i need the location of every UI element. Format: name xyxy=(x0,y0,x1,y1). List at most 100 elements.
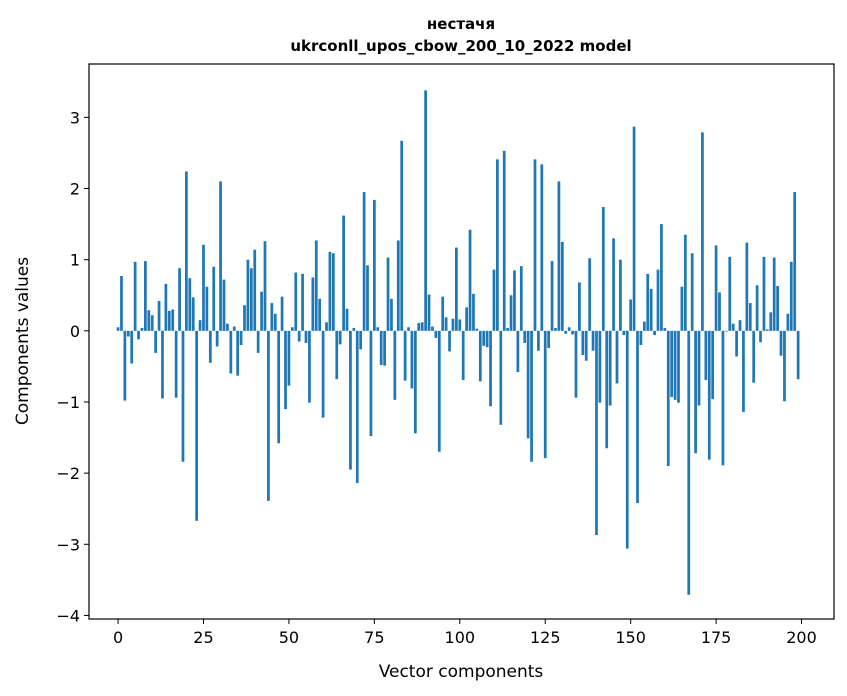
bar-107 xyxy=(482,330,486,346)
bar-149 xyxy=(625,330,629,549)
x-axis-ticks: 0 25 50 75 100 125 150 175 200 xyxy=(113,619,817,647)
y-tick-label: −2 xyxy=(56,464,80,483)
bar-157 xyxy=(653,330,656,336)
bar-14 xyxy=(164,283,168,331)
bar-120 xyxy=(526,330,530,439)
bar-102 xyxy=(465,307,468,331)
bar-32 xyxy=(226,323,229,331)
bar-156 xyxy=(649,288,653,331)
bar-42 xyxy=(260,291,263,331)
bar-93 xyxy=(434,330,438,338)
bar-39 xyxy=(249,268,253,331)
bar-143 xyxy=(605,330,609,449)
bar-190 xyxy=(765,329,769,331)
bar-193 xyxy=(776,286,779,331)
bar-115 xyxy=(509,295,513,331)
bar-126 xyxy=(547,330,551,348)
bar-171 xyxy=(701,132,704,331)
bar-158 xyxy=(656,269,660,331)
y-tick-label: 3 xyxy=(70,108,80,127)
bar-173 xyxy=(707,330,711,460)
bar-38 xyxy=(246,259,250,331)
bar-199 xyxy=(796,330,800,380)
bar-166 xyxy=(683,234,687,331)
bar-86 xyxy=(410,330,414,389)
bar-27 xyxy=(208,330,212,363)
x-tick-label: 50 xyxy=(279,628,299,647)
x-tick-label: 175 xyxy=(701,628,732,647)
bar-183 xyxy=(742,330,745,412)
bar-131 xyxy=(564,330,568,334)
bar-75 xyxy=(372,199,376,331)
bar-84 xyxy=(403,330,407,381)
bar-11 xyxy=(154,330,157,353)
bar-159 xyxy=(660,224,663,331)
bar-144 xyxy=(608,330,612,406)
bar-17 xyxy=(174,330,178,398)
chart-subtitle: ukrconll_upos_cbow_200_10_2022 model xyxy=(290,37,631,55)
bar-139 xyxy=(591,330,595,351)
bar-123 xyxy=(537,330,540,351)
bar-196 xyxy=(786,313,790,331)
bar-163 xyxy=(673,330,677,400)
bar-195 xyxy=(783,330,786,402)
bar-74 xyxy=(369,330,373,437)
bar-134 xyxy=(574,330,578,398)
bar-73 xyxy=(366,265,369,331)
x-tick-label: 0 xyxy=(113,628,123,647)
bar-28 xyxy=(212,266,216,331)
bar-155 xyxy=(646,273,650,331)
bar-145 xyxy=(612,238,615,331)
bar-34 xyxy=(232,326,236,331)
bar-13 xyxy=(161,330,164,399)
bar-12 xyxy=(157,300,161,331)
bar-105 xyxy=(475,328,479,331)
bar-56 xyxy=(308,330,311,403)
bar-16 xyxy=(171,309,175,331)
bar-21 xyxy=(188,278,192,331)
bar-48 xyxy=(280,296,284,331)
y-tick-label: −3 xyxy=(56,535,80,554)
bar-43 xyxy=(263,241,267,331)
bar-55 xyxy=(304,330,308,343)
bar-179 xyxy=(728,256,732,331)
bar-47 xyxy=(277,330,281,444)
bar-72 xyxy=(362,192,366,331)
y-tick-label: −4 xyxy=(56,606,80,625)
bar-59 xyxy=(318,298,322,331)
bar-187 xyxy=(755,285,759,331)
bar-198 xyxy=(793,192,797,331)
bar-152 xyxy=(636,330,639,504)
x-tick-label: 200 xyxy=(786,628,817,647)
bar-87 xyxy=(414,330,417,434)
bar-91 xyxy=(427,294,431,331)
bar-70 xyxy=(355,330,359,484)
bar-30 xyxy=(219,181,222,331)
bar-142 xyxy=(601,207,605,331)
bar-194 xyxy=(779,330,783,356)
bar-191 xyxy=(769,312,773,331)
bar-22 xyxy=(191,297,195,331)
bar-76 xyxy=(376,327,380,331)
x-tick-label: 125 xyxy=(530,628,561,647)
bar-51 xyxy=(290,327,294,331)
bar-31 xyxy=(222,279,226,331)
bar-117 xyxy=(516,330,520,373)
bar-33 xyxy=(229,330,233,374)
bar-1 xyxy=(120,276,123,331)
bar-19 xyxy=(181,330,185,462)
bar-189 xyxy=(762,256,766,331)
bars-group xyxy=(116,90,800,595)
bar-172 xyxy=(704,330,708,380)
bar-99 xyxy=(455,247,458,331)
plot-frame xyxy=(88,63,835,620)
bar-81 xyxy=(393,330,397,400)
bar-89 xyxy=(420,322,424,331)
bar-168 xyxy=(690,253,694,331)
bar-136 xyxy=(581,330,585,356)
bar-161 xyxy=(666,330,670,467)
bar-46 xyxy=(273,313,277,331)
bar-64 xyxy=(335,330,339,380)
